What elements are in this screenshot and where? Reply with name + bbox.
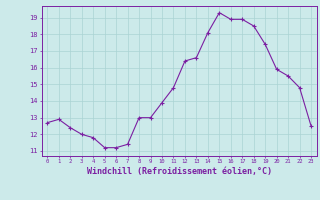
X-axis label: Windchill (Refroidissement éolien,°C): Windchill (Refroidissement éolien,°C)	[87, 167, 272, 176]
